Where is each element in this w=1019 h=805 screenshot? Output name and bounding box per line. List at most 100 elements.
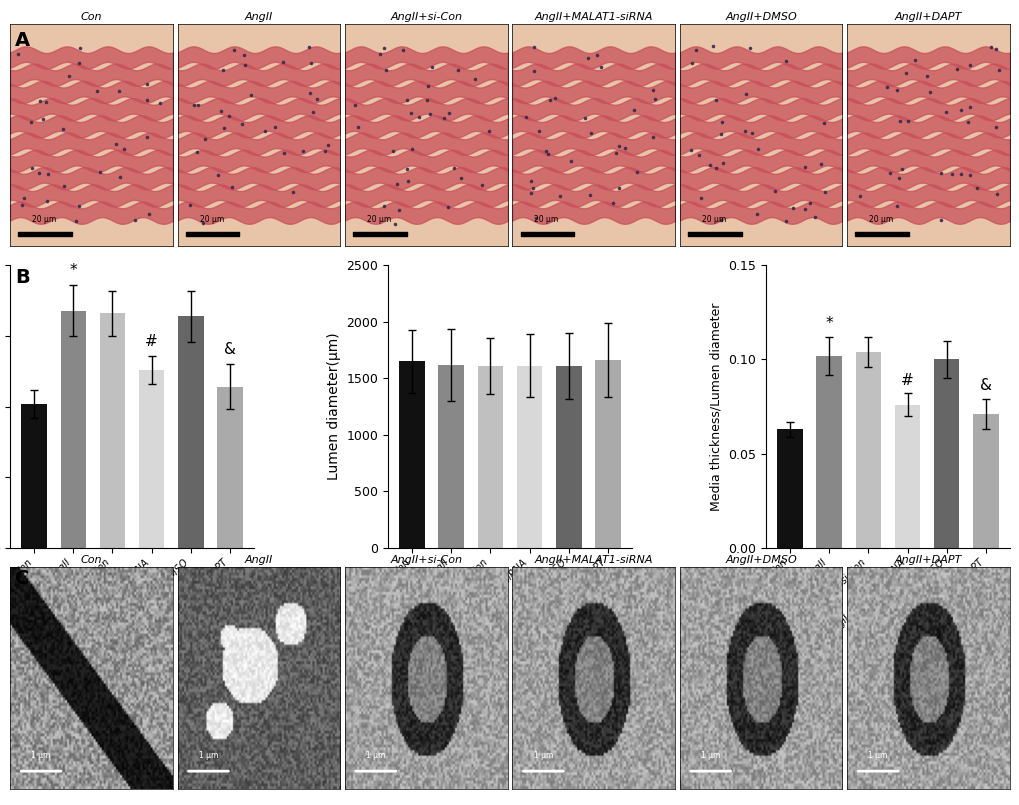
Point	[317, 144, 333, 157]
Point	[961, 100, 977, 113]
Point	[546, 91, 562, 104]
Bar	[21, 403, 47, 547]
Point	[39, 194, 55, 207]
Point	[987, 42, 1004, 55]
Point	[40, 167, 56, 180]
Point	[303, 56, 319, 69]
Point	[948, 63, 964, 76]
Point	[127, 214, 144, 227]
Point	[294, 144, 311, 157]
Point	[301, 41, 317, 54]
Point	[525, 65, 541, 78]
Point	[607, 147, 624, 160]
Bar	[595, 360, 621, 547]
Y-axis label: Media thickness/Lumen diameter: Media thickness/Lumen diameter	[709, 303, 722, 510]
Point	[16, 192, 33, 204]
Point	[539, 148, 555, 161]
Text: 20 μm: 20 μm	[701, 215, 726, 224]
Point	[531, 125, 547, 138]
Bar	[855, 352, 880, 547]
Point	[266, 121, 282, 134]
Point	[302, 87, 318, 100]
Bar	[60, 311, 86, 547]
Point	[796, 161, 812, 174]
Point	[704, 40, 720, 53]
Point	[815, 117, 832, 130]
Point	[23, 161, 40, 174]
Point	[749, 142, 765, 155]
Title: AngII+si-Con: AngII+si-Con	[390, 12, 462, 22]
Point	[54, 122, 70, 135]
Text: #: #	[145, 333, 158, 349]
Point	[562, 155, 579, 167]
Point	[115, 142, 131, 155]
Point	[32, 94, 48, 107]
Point	[480, 124, 496, 137]
Point	[350, 121, 366, 134]
Point	[439, 200, 455, 213]
Bar	[477, 365, 502, 547]
Point	[319, 138, 335, 151]
Bar	[815, 356, 841, 547]
Title: Con: Con	[81, 12, 102, 22]
Point	[139, 77, 155, 90]
Point	[812, 157, 828, 170]
Text: 20 μm: 20 μm	[868, 215, 893, 224]
Point	[518, 111, 534, 124]
Point	[221, 109, 237, 122]
Point	[801, 197, 817, 210]
Point	[346, 98, 363, 111]
Point	[707, 94, 723, 107]
Point	[644, 131, 660, 144]
Point	[197, 133, 213, 146]
Text: *: *	[824, 316, 833, 331]
Title: AngII+DAPT: AngII+DAPT	[894, 12, 961, 22]
Point	[435, 111, 451, 124]
Point	[243, 89, 259, 101]
Point	[71, 42, 88, 55]
Point	[14, 199, 31, 212]
Point	[38, 96, 54, 109]
Point	[235, 48, 252, 61]
Text: 1 μm: 1 μm	[533, 751, 552, 760]
Text: 1 μm: 1 μm	[32, 751, 51, 760]
Bar	[100, 313, 125, 547]
Point	[766, 185, 783, 198]
Point	[139, 93, 155, 106]
Point	[968, 181, 984, 194]
Point	[952, 167, 968, 180]
Point	[440, 106, 457, 119]
Point	[31, 167, 47, 180]
Point	[712, 213, 729, 226]
Point	[386, 217, 403, 230]
Point	[952, 103, 968, 116]
Point	[526, 41, 542, 54]
Point	[525, 181, 541, 194]
Point	[682, 144, 698, 157]
Point	[616, 142, 633, 155]
Point	[110, 85, 126, 97]
Point	[625, 104, 641, 117]
Title: AngII+MALAT1-siRNA: AngII+MALAT1-siRNA	[534, 555, 652, 565]
Point	[284, 185, 301, 198]
Point	[304, 105, 320, 118]
Point	[737, 88, 753, 101]
Point	[388, 178, 405, 191]
Title: AngII+si-Con: AngII+si-Con	[390, 555, 462, 565]
Point	[527, 211, 543, 224]
Point	[449, 64, 466, 76]
Bar	[972, 414, 998, 547]
Point	[399, 175, 416, 188]
Point	[541, 93, 557, 106]
Point	[888, 200, 904, 213]
Point	[961, 59, 977, 72]
Y-axis label: Lumen diameter(μm): Lumen diameter(μm)	[327, 332, 340, 481]
Point	[152, 97, 168, 109]
Point	[403, 107, 419, 120]
Point	[398, 93, 415, 106]
Bar	[178, 316, 204, 547]
Point	[899, 114, 915, 127]
Point	[989, 64, 1006, 76]
Point	[10, 47, 26, 60]
Point	[22, 115, 39, 128]
